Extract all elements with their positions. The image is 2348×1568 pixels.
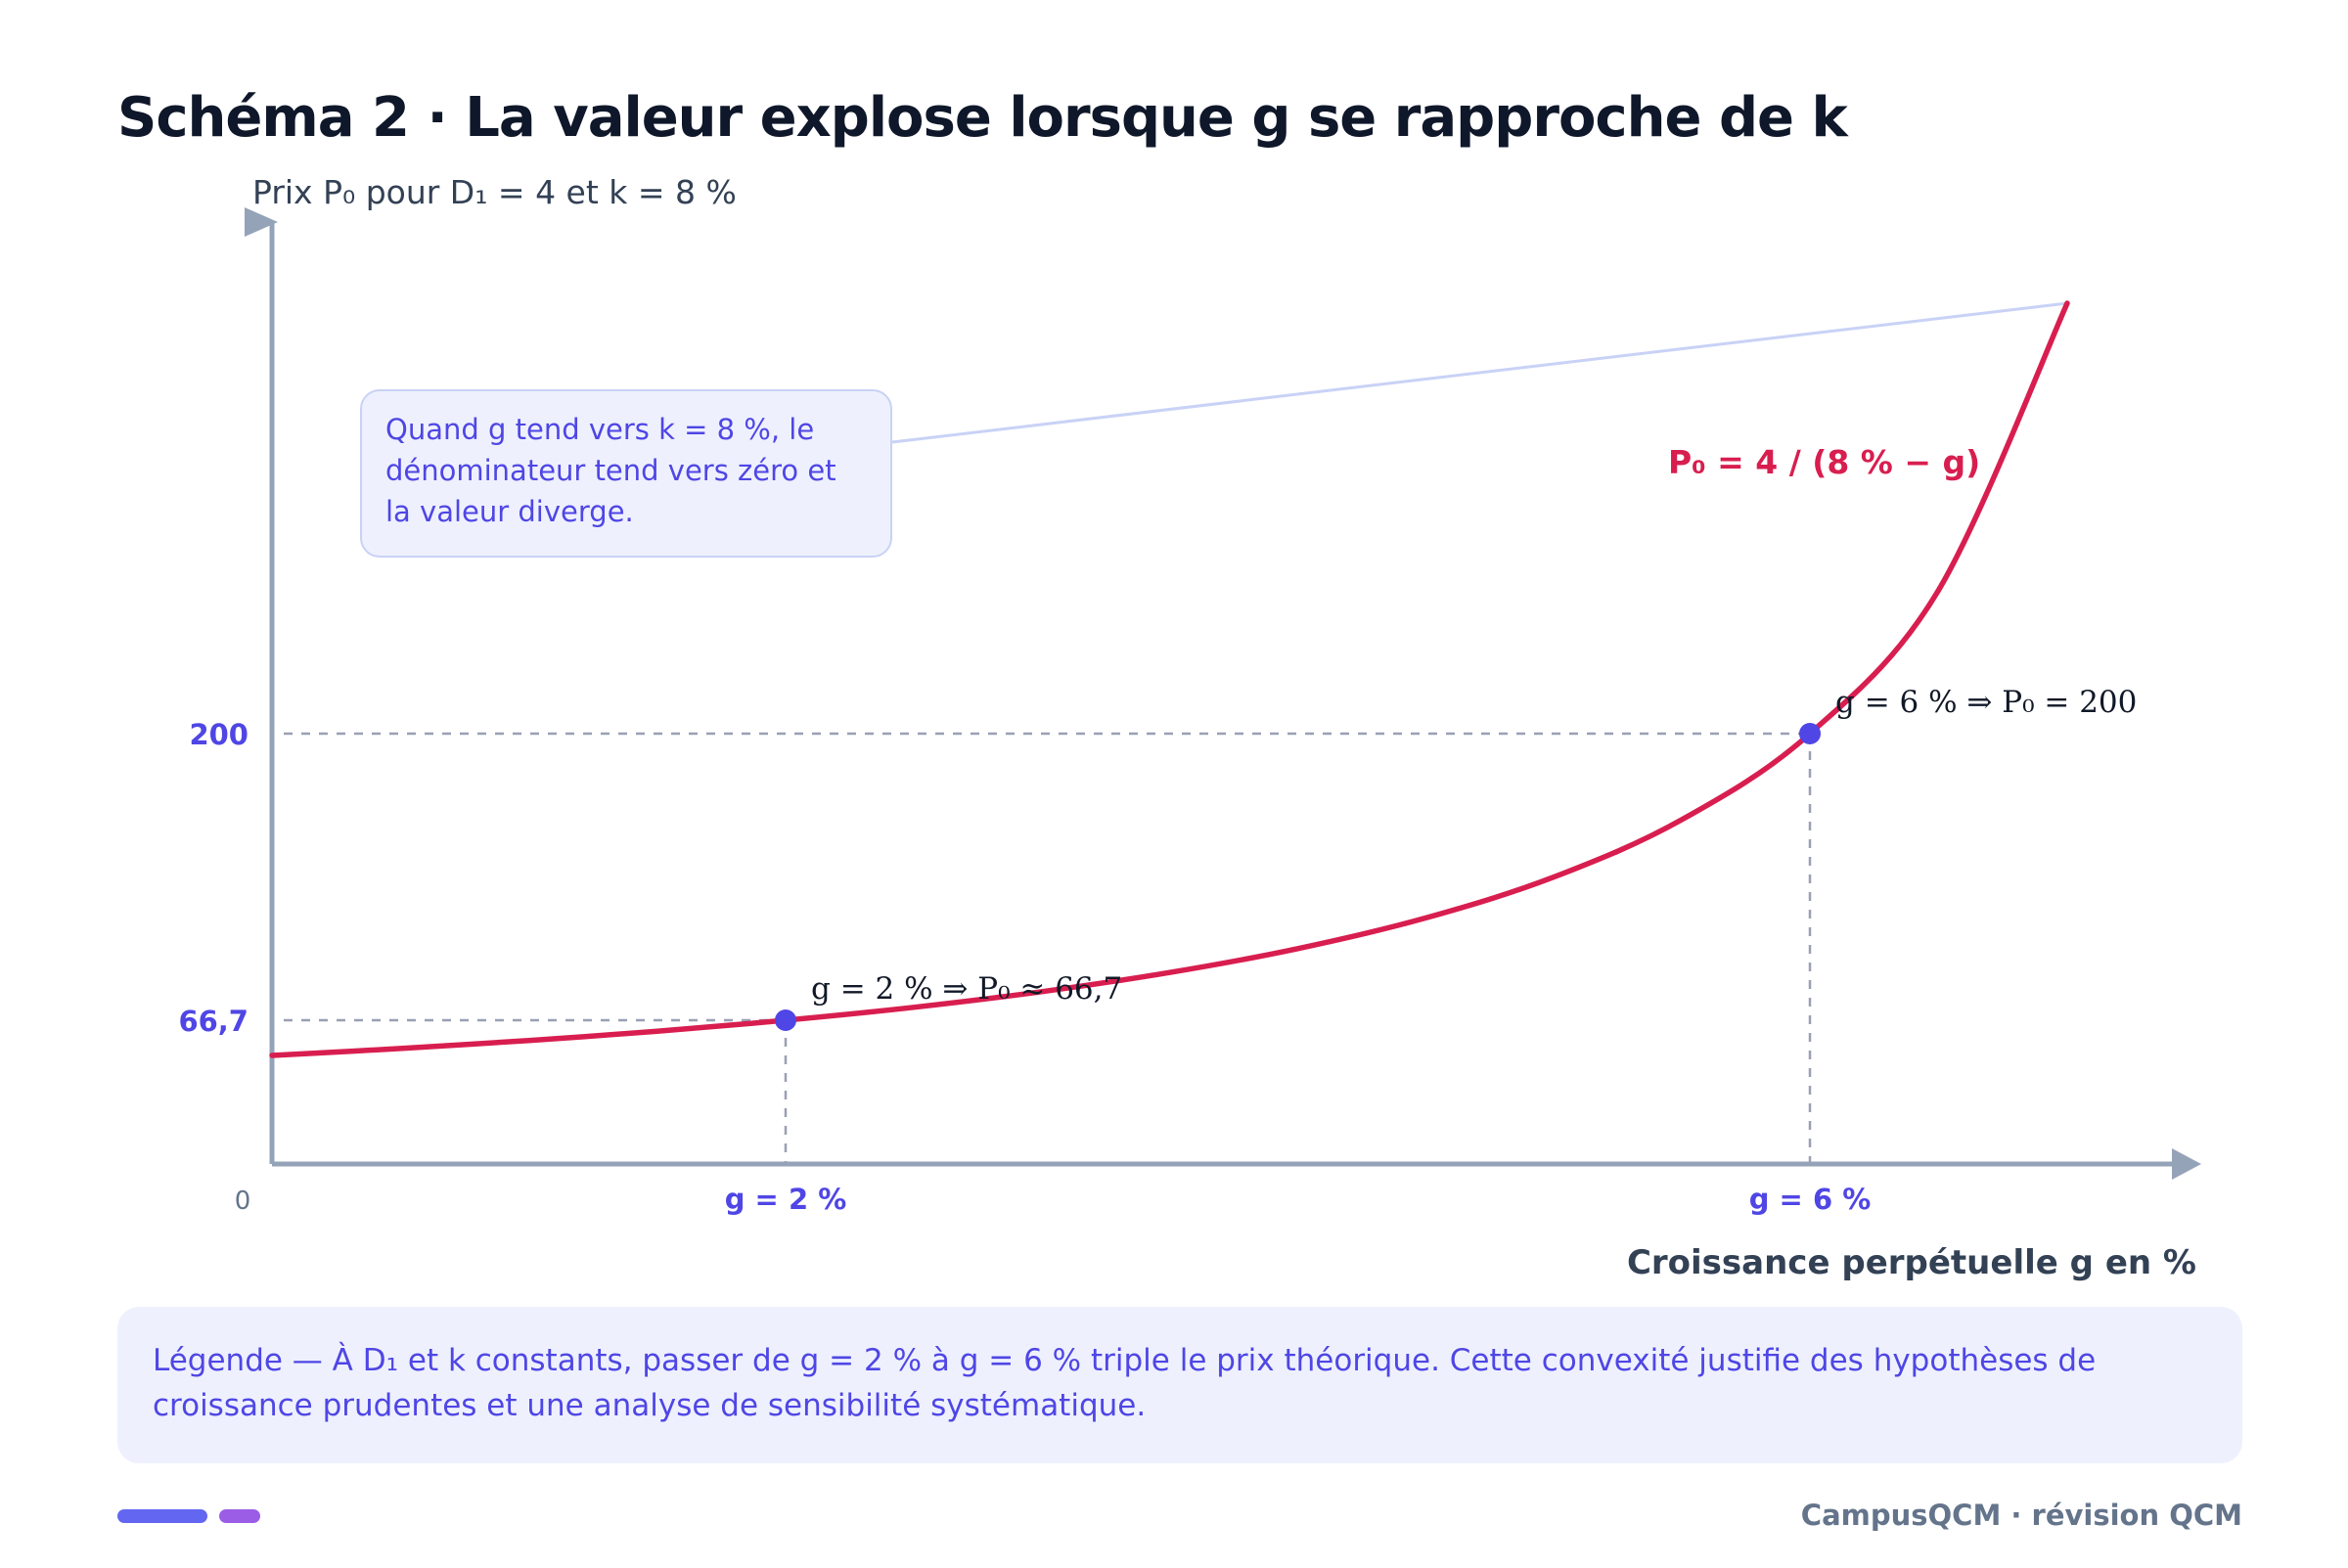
page-title: Schéma 2 · La valeur explose lorsque g s… [117, 86, 1848, 150]
data-point-label-1: g = 2 % ⇒ P₀ ≈ 66,7 [811, 971, 1122, 1007]
x-tick-label-1: g = 2 % [725, 1183, 847, 1216]
y-axis-arrow [245, 207, 278, 237]
x-tick-label-2: g = 6 % [1749, 1183, 1872, 1216]
y-tick-label-1: 66,7 [178, 1005, 248, 1038]
data-point-1 [775, 1009, 796, 1031]
y-tick-label-2: 200 [189, 718, 248, 751]
x-axis-arrow [2172, 1148, 2201, 1180]
y-axis-label: Prix P₀ pour D₁ = 4 et k = 8 % [252, 173, 737, 211]
data-point-2 [1799, 723, 1821, 744]
callout-annotation: Quand g tend vers k = 8 %, le dénominate… [360, 389, 892, 558]
footer-accent-bar-secondary [219, 1509, 260, 1523]
callout-connector [891, 301, 2068, 444]
x-axis-label: Croissance perpétuelle g en % [1627, 1243, 2196, 1282]
origin-label: 0 [235, 1187, 251, 1216]
legend-note: Légende — À D₁ et k constants, passer de… [117, 1307, 2242, 1463]
footer-accent-bar [117, 1509, 207, 1523]
footer-brand: CampusQCM · révision QCM [1800, 1499, 2242, 1532]
series-label: P₀ = 4 / (8 % − g) [1668, 443, 1980, 481]
curve-series [269, 300, 2070, 1058]
data-point-label-2: g = 6 % ⇒ P₀ = 200 [1835, 685, 2137, 720]
